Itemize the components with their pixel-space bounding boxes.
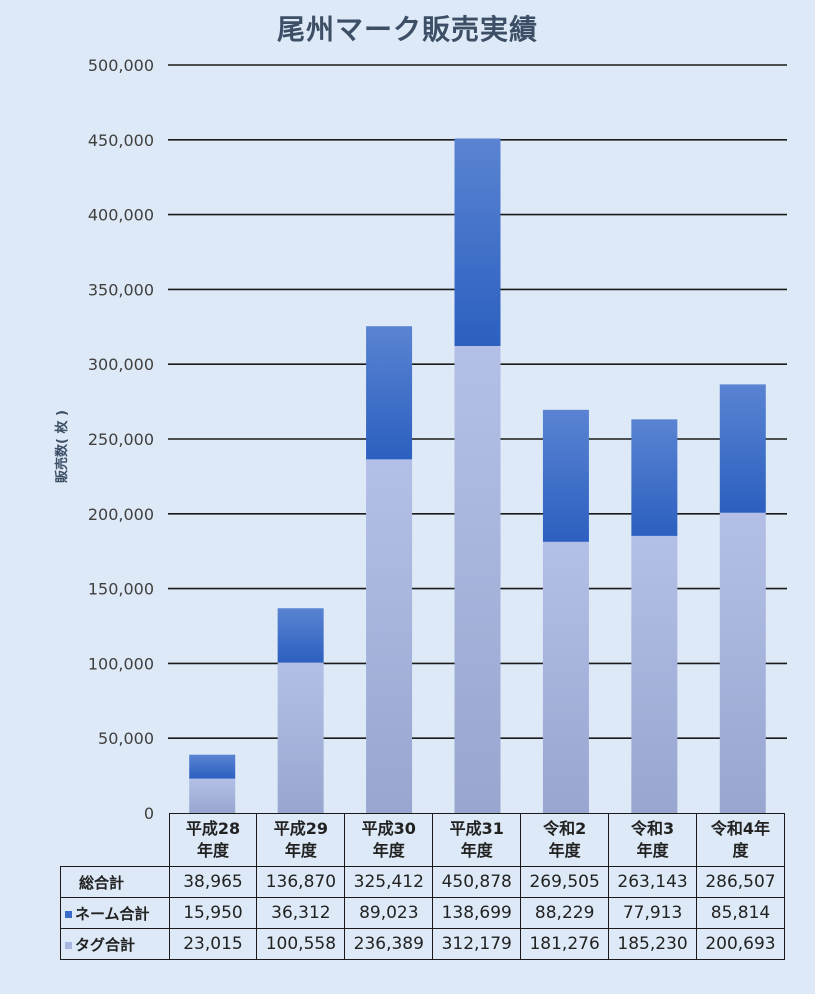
- bar-name-total: [277, 608, 324, 663]
- table-row-label: ネーム合計: [60, 897, 170, 929]
- row-label-text: ネーム合計: [75, 904, 150, 923]
- table-cell: 325,412: [344, 866, 434, 898]
- table-cell: 85,814: [696, 897, 785, 929]
- bar-name-total: [631, 419, 678, 536]
- y-tick-label: 400,000: [88, 206, 154, 225]
- y-tick-label: 100,000: [88, 654, 154, 673]
- chart-title: 尾州マーク販売実績: [276, 13, 538, 46]
- table-cell: 77,913: [608, 897, 698, 929]
- bar-tag-total: [277, 662, 324, 813]
- table-cell: 185,230: [608, 928, 698, 960]
- category-label: 平成28 年度: [168, 813, 258, 867]
- table-corner: [61, 814, 170, 867]
- bar-name-total: [454, 138, 501, 346]
- table-header-row: 平成28 年度 平成29 年度 平成30 年度 平成31 年度 令和2 年度 令和3 年度 令和4年度: [61, 813, 785, 867]
- bar-name-total: [189, 754, 236, 779]
- table-row: ネーム合計 15,950 36,312 89,023 138,699 88,229 77,9…: [60, 897, 785, 929]
- category-label: 令和3 年度: [608, 813, 698, 867]
- category-label: 平成29 年度: [256, 813, 346, 867]
- y-tick-label: 150,000: [88, 580, 154, 599]
- table-cell: 138,699: [432, 897, 522, 929]
- y-tick-label: 250,000: [88, 430, 154, 449]
- table-row-label: タグ合計: [60, 928, 170, 960]
- table-cell: 286,507: [696, 866, 785, 898]
- table-row: 総合計 38,965 136,870 325,412 450,878 269,505 263…: [60, 866, 785, 898]
- table-cell: 38,965: [168, 866, 258, 898]
- category-label: 令和4年度: [696, 813, 785, 867]
- bar-name-total: [719, 384, 766, 513]
- table-cell: 136,870: [256, 866, 346, 898]
- y-tick-label: 500,000: [88, 56, 154, 75]
- legend-swatch: [65, 910, 72, 918]
- bars: [189, 138, 766, 813]
- row-label-text: 総合計: [79, 873, 125, 892]
- bar-tag-total: [189, 778, 236, 813]
- table-cell: 263,143: [608, 866, 698, 898]
- data-table: 平成28 年度 平成29 年度 平成30 年度 平成31 年度 令和2 年度 令和3 年度 令和4年度 …: [60, 813, 785, 960]
- bar-tag-total: [542, 541, 589, 813]
- category-label: 平成30 年度: [344, 813, 434, 867]
- table-row: タグ合計 23,015 100,558 236,389 312,179 181,276 18…: [60, 928, 785, 960]
- table-cell: 100,558: [256, 928, 346, 960]
- table-cell: 89,023: [344, 897, 434, 929]
- category-label: 令和2 年度: [520, 813, 610, 867]
- y-axis-ticks: 0 50,000 100,000 150,000 200,000 250,000 300,0…: [88, 56, 154, 823]
- table-cell: 269,505: [520, 866, 610, 898]
- table-cell: 312,179: [432, 928, 522, 960]
- y-tick-label: 300,000: [88, 355, 154, 374]
- table-row-label: 総合計: [60, 866, 170, 898]
- bar-name-total: [366, 326, 413, 460]
- legend-swatch: [65, 941, 72, 949]
- table-cell: 236,389: [344, 928, 434, 960]
- category-label: 平成31 年度: [432, 813, 522, 867]
- row-label-text: タグ合計: [75, 935, 136, 954]
- table-cell: 181,276: [520, 928, 610, 960]
- y-tick-label: 350,000: [88, 280, 154, 299]
- table-cell: 36,312: [256, 897, 346, 929]
- y-tick-label: 450,000: [88, 131, 154, 150]
- bar-tag-total: [719, 512, 766, 813]
- bar-tag-total: [631, 535, 678, 813]
- table-cell: 15,950: [168, 897, 258, 929]
- y-tick-label: 50,000: [98, 729, 154, 748]
- table-cell: 88,229: [520, 897, 610, 929]
- y-tick-label: 200,000: [88, 505, 154, 524]
- table-cell: 450,878: [432, 866, 522, 898]
- y-tick-label: 0: [144, 804, 154, 823]
- table-cell: 23,015: [168, 928, 258, 960]
- table-cell: 200,693: [696, 928, 785, 960]
- bar-tag-total: [454, 345, 501, 813]
- bar-tag-total: [366, 459, 413, 813]
- bar-name-total: [542, 409, 589, 542]
